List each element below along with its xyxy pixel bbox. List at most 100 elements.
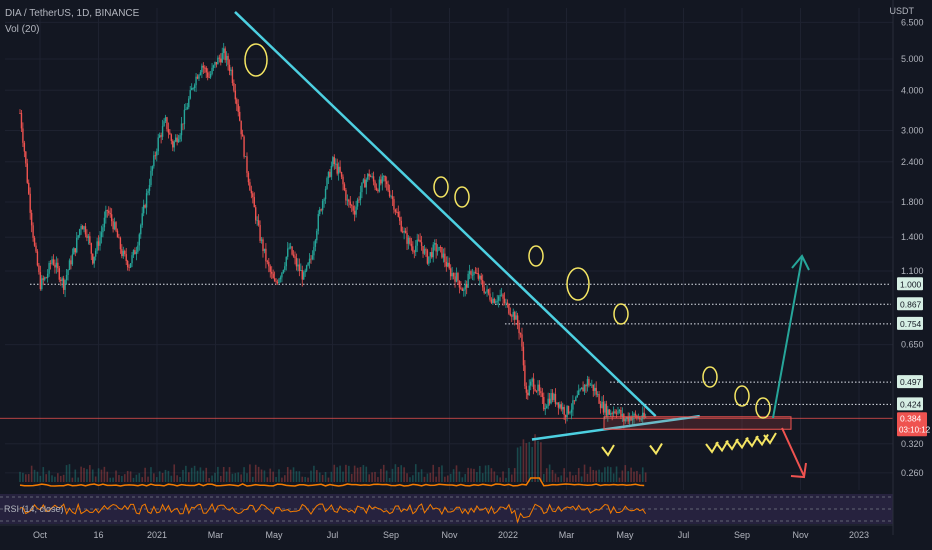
- candle-body: [124, 250, 126, 255]
- candle-body: [287, 248, 289, 257]
- candle-body: [106, 210, 108, 211]
- candle-body: [157, 137, 159, 152]
- candle-body: [521, 334, 523, 347]
- candle-body: [97, 241, 100, 246]
- time-tick-label: Nov: [792, 530, 809, 540]
- candle-body: [367, 173, 369, 180]
- volume-bar: [394, 464, 397, 482]
- candle-body: [369, 176, 372, 178]
- candle-body: [30, 212, 33, 226]
- candle-body: [20, 113, 23, 129]
- volume-bar: [252, 476, 254, 482]
- candle-body: [630, 416, 632, 421]
- candle-body: [141, 213, 143, 226]
- rsi-indicator-label[interactable]: RSI (14, close): [4, 504, 64, 514]
- candle-body: [384, 175, 386, 182]
- candle-body: [515, 315, 517, 320]
- time-axis: Oct 16 2021 Mar May Jul Sep Nov 2022 Mar May Jul Sep…: [0, 524, 893, 540]
- volume-bar: [94, 476, 97, 482]
- price-tick-label: 1.400: [901, 232, 924, 242]
- time-tick-label: May: [616, 530, 634, 540]
- candle-body: [52, 259, 55, 265]
- candle-body: [362, 179, 365, 183]
- touch-circle: [702, 366, 718, 388]
- candle-body: [103, 217, 106, 228]
- candle-body: [169, 132, 171, 135]
- volume-bar: [449, 473, 452, 482]
- candle-body: [364, 179, 366, 188]
- candle-body: [356, 199, 359, 207]
- candle-body: [519, 333, 522, 335]
- candle-body: [496, 300, 498, 302]
- candle-body: [62, 278, 65, 290]
- candle-body: [345, 190, 347, 201]
- volume-bar: [187, 472, 190, 482]
- volume-bar: [368, 474, 370, 482]
- candle-body: [407, 237, 410, 244]
- candle-body: [78, 229, 81, 236]
- candle-body: [206, 72, 209, 78]
- volume-bar: [80, 466, 82, 482]
- candle-body: [410, 243, 413, 247]
- candle-body: [28, 182, 30, 194]
- volume-bar: [266, 477, 269, 482]
- volume-bar: [630, 467, 632, 482]
- volume-bar: [153, 473, 155, 482]
- candle-body: [569, 412, 571, 414]
- volume-indicator-label[interactable]: Vol (20): [5, 24, 40, 35]
- candle-body: [94, 250, 97, 257]
- volume-bar: [106, 471, 109, 482]
- volume-bar: [68, 464, 71, 482]
- candle-body: [403, 230, 405, 233]
- candle-body: [365, 179, 367, 188]
- candle-body: [441, 247, 443, 258]
- price-tick-label: 6.500: [901, 17, 924, 27]
- volume-bar: [572, 475, 574, 482]
- candle-body: [525, 386, 528, 393]
- candle-body: [209, 73, 212, 78]
- candle-body: [455, 272, 458, 282]
- volume-bar: [211, 475, 213, 482]
- volume-bar: [589, 466, 592, 482]
- candle-body: [423, 249, 426, 254]
- candle-body: [294, 256, 296, 259]
- volume-bar: [595, 470, 597, 482]
- candle-body: [377, 190, 379, 192]
- volume-bar: [321, 474, 324, 482]
- candle-body: [193, 85, 196, 89]
- volume-bar: [263, 470, 266, 482]
- candle-body: [335, 163, 337, 165]
- time-tick-label: Sep: [734, 530, 750, 540]
- price-level-label: 0.497: [900, 377, 922, 387]
- candle-body: [500, 294, 503, 296]
- volume-bar: [91, 469, 94, 482]
- candle-body: [618, 409, 621, 412]
- candle-body: [537, 384, 539, 391]
- time-tick-label: Nov: [441, 530, 458, 540]
- candle-body: [57, 262, 59, 269]
- candle-body: [308, 258, 311, 263]
- volume-bar: [429, 472, 432, 482]
- candle-body: [262, 239, 264, 252]
- volume-bar: [54, 476, 56, 482]
- candle-body: [543, 397, 545, 410]
- symbol-title[interactable]: DIA / TetherUS, 1D, BINANCE: [5, 8, 140, 19]
- volume-bar: [129, 471, 132, 482]
- candle-body: [467, 273, 469, 288]
- volume-bar: [51, 475, 53, 482]
- candle-body: [174, 137, 177, 142]
- candle-body: [615, 412, 618, 414]
- volume-bar: [575, 474, 577, 482]
- price-tick-label: 5.000: [901, 54, 924, 64]
- volume-bar: [519, 446, 522, 482]
- candle-body: [372, 176, 375, 182]
- volume-bar: [196, 470, 199, 482]
- candle-body: [217, 57, 219, 65]
- volume-bar: [336, 467, 338, 482]
- volume-bar: [222, 466, 225, 482]
- volume-pane: [19, 434, 647, 487]
- candle-body: [121, 249, 123, 257]
- touch-circle: [454, 186, 470, 208]
- candle-body: [508, 304, 510, 314]
